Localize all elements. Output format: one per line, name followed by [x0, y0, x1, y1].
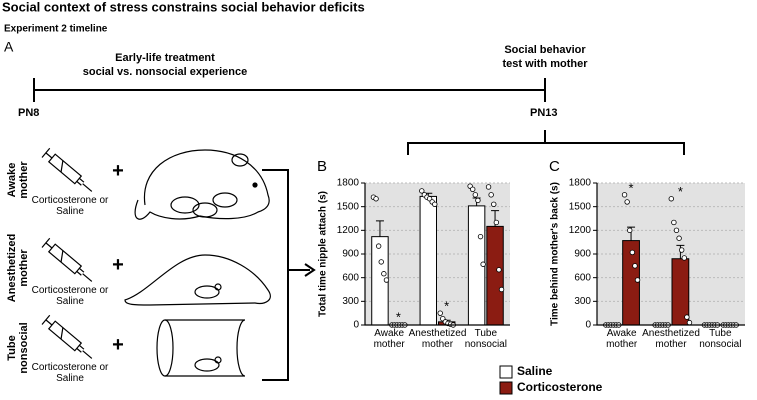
- y-tick-label: 1500: [337, 201, 360, 212]
- data-point: [491, 201, 497, 207]
- legend-label: Corticosterone: [517, 380, 603, 394]
- y-tick-label: 600: [574, 272, 591, 283]
- condition-label: Awake mother: [6, 161, 30, 199]
- data-point: [432, 201, 438, 207]
- y-tick-label: 1200: [337, 225, 360, 236]
- y-tick-label: 0: [585, 320, 591, 331]
- y-tick-label: 1200: [569, 225, 592, 236]
- condition-label: Tube nonsocial: [6, 322, 30, 374]
- plus: +: [112, 254, 124, 276]
- timeline-text: Social behavior: [504, 44, 586, 56]
- data-point: [686, 319, 693, 326]
- panel-label: B: [317, 158, 327, 175]
- data-point: [629, 249, 636, 256]
- axes: [596, 183, 745, 326]
- data-point: [496, 267, 502, 273]
- y-axis-label: Time behind mother's back (s): [550, 182, 561, 326]
- data-point: [437, 310, 443, 316]
- data-point: [383, 277, 390, 283]
- bar: [419, 195, 438, 326]
- timeline-text: test with mother: [502, 58, 588, 70]
- figure-title: Social context of stress constrains soci…: [2, 0, 365, 14]
- data-point: [676, 235, 682, 241]
- data-point: [681, 255, 687, 261]
- data-point: [678, 247, 685, 253]
- data-point: [684, 314, 690, 320]
- y-tick-label: 1800: [337, 178, 360, 189]
- legend-swatch: [499, 381, 513, 395]
- data-point: [475, 197, 481, 204]
- syringes: [41, 147, 93, 359]
- x-tick-label: Awake mother: [373, 328, 405, 350]
- y-tick-label: 300: [574, 296, 591, 307]
- bar: [486, 225, 504, 326]
- y-tick-label: 900: [342, 249, 359, 260]
- data-point: [470, 186, 476, 193]
- drug-label: Corticosterone or Saline: [31, 362, 109, 384]
- axes: [364, 183, 510, 326]
- significance-mark: *: [678, 184, 683, 199]
- data-point: [378, 259, 384, 265]
- x-tick-label: Tube nonsocial: [699, 328, 742, 350]
- data-point: [493, 219, 500, 226]
- y-tick-label: 900: [574, 249, 591, 260]
- data-point: [627, 227, 633, 234]
- animals: [124, 149, 271, 377]
- arrow-head: [304, 263, 316, 277]
- drug-label: Corticosterone or Saline: [31, 285, 109, 307]
- data-point: [673, 227, 680, 234]
- y-tick-label: 0: [353, 320, 359, 331]
- timeline-start: PN8: [18, 107, 39, 119]
- legend-label: Saline: [517, 364, 553, 378]
- x-tick-label: Anesthetized mother: [408, 328, 467, 350]
- data-point: [381, 271, 387, 277]
- data-point: [480, 261, 486, 267]
- timeline-end: PN13: [530, 107, 558, 119]
- data-point: [419, 188, 425, 194]
- data-point: [621, 192, 628, 198]
- data-point: [668, 196, 674, 202]
- timeline-text: Early-life treatment: [115, 52, 215, 64]
- data-point: [375, 243, 382, 249]
- data-point: [498, 286, 505, 293]
- y-axis-label: Total time nipple attach (s): [318, 191, 329, 317]
- significance-mark: *: [396, 309, 401, 324]
- panel-label: C: [549, 158, 560, 175]
- significance-mark: *: [629, 180, 634, 195]
- data-point: [634, 277, 641, 283]
- data-point: [472, 192, 479, 198]
- panel-label: A: [4, 39, 14, 55]
- y-tick-label: 1500: [569, 201, 592, 212]
- y-tick-label: 1800: [569, 178, 592, 189]
- data-point: [488, 192, 494, 198]
- data-point: [485, 184, 492, 190]
- y-tick-label: 600: [342, 272, 359, 283]
- data-point: [477, 233, 484, 240]
- plus: +: [112, 334, 124, 356]
- x-tick-label: Awake mother: [606, 328, 638, 350]
- x-tick-label: Tube nonsocial: [464, 328, 507, 350]
- data-point: [632, 263, 638, 269]
- x-tick-label: Anesthetized mother: [642, 328, 700, 350]
- bracket: [407, 130, 685, 155]
- error-bar: [375, 220, 384, 237]
- condition-label: Anesthetized mother: [6, 233, 30, 303]
- group-bracket: [262, 169, 310, 381]
- data-point: [624, 199, 630, 205]
- data-point: [671, 219, 677, 226]
- timeline-text: social vs. nonsocial experience: [82, 66, 248, 78]
- y-tick-label: 300: [342, 296, 359, 307]
- subtitle: Experiment 2 timeline: [4, 24, 108, 35]
- legend-swatch: [499, 365, 513, 379]
- drug-label: Corticosterone or Saline: [31, 195, 109, 217]
- significance-mark: *: [444, 299, 449, 314]
- data-point: [373, 196, 379, 202]
- plus: +: [112, 160, 124, 182]
